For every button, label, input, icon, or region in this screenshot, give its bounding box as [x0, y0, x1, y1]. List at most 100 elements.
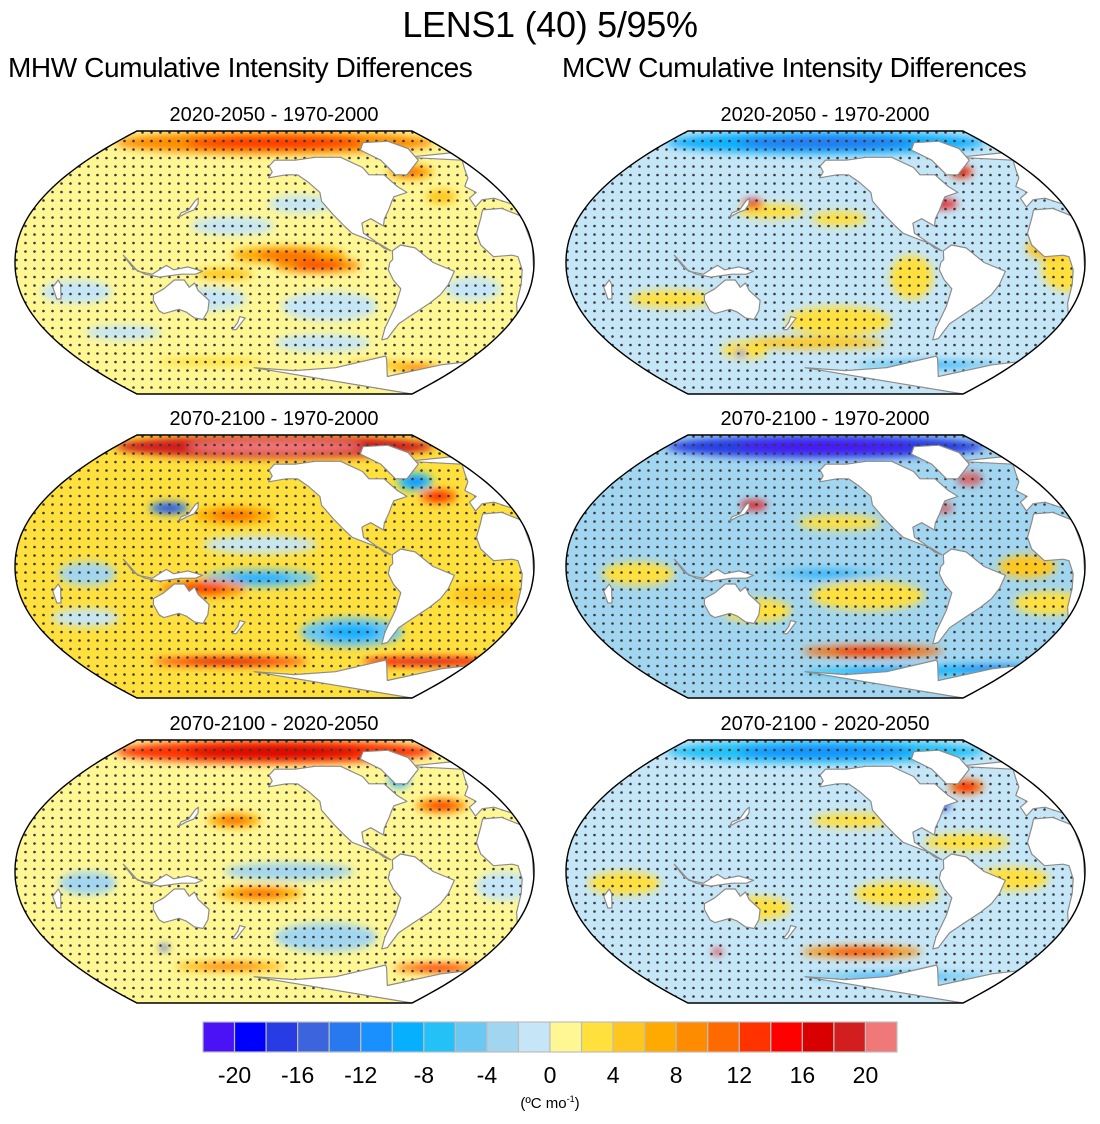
- land-indonesia: [673, 863, 755, 887]
- land-indonesia: [122, 863, 204, 887]
- land-samerica: [932, 244, 1006, 341]
- land-madagascar: [52, 583, 62, 604]
- land-greenland: [910, 140, 970, 176]
- land-japan: [729, 806, 750, 827]
- land-madagascar: [52, 279, 62, 300]
- map-panel-mcw-2020-2050-minus-1970-2000: [565, 130, 1086, 395]
- land-indonesia: [673, 558, 755, 582]
- units-base: (ºC mo: [520, 1095, 567, 1112]
- colorbar-box: [517, 1021, 551, 1053]
- land-samerica: [932, 548, 1006, 645]
- map-border: [565, 130, 1086, 395]
- panel-title-mhw-2020-2050: 2020-2050 - 1970-2000: [169, 104, 379, 126]
- land-madagascar: [603, 279, 613, 300]
- land-greenland: [359, 444, 419, 480]
- land-nz: [782, 925, 797, 940]
- colorbar-box: [549, 1021, 583, 1053]
- map-border: [565, 434, 1086, 699]
- land-namerica: [268, 765, 408, 861]
- colorbar-box: [202, 1021, 236, 1053]
- colorbar-tick-label: -4: [477, 1062, 498, 1088]
- land-australia: [152, 279, 210, 321]
- panel-title-mhw-2070-2100: 2070-2100 - 1970-2000: [169, 408, 379, 430]
- land-samerica: [381, 548, 455, 645]
- panel-title-mhw-2070-2100-vs-2020-2050: 2070-2100 - 2020-2050: [169, 713, 379, 735]
- land-madagascar: [52, 888, 62, 909]
- land-madagascar: [603, 583, 613, 604]
- land-greenland: [359, 140, 419, 176]
- land-greenland: [359, 749, 419, 785]
- land-nz: [782, 316, 797, 331]
- map-panel-mcw-2070-2100-minus-1970-2000: [565, 434, 1086, 699]
- colorbar-box: [738, 1021, 772, 1053]
- land-japan: [178, 197, 199, 218]
- panel-title-mcw-2070-2100-vs-2020-2050: 2070-2100 - 2020-2050: [720, 713, 930, 735]
- land-namerica: [268, 156, 408, 252]
- map-border: [565, 739, 1086, 1004]
- colorbar-tick-label: 12: [726, 1062, 752, 1088]
- colorbar-box: [833, 1021, 867, 1053]
- mcw-column-title: MCW Cumulative Intensity Differences: [562, 52, 1027, 83]
- map-border: [14, 130, 535, 395]
- colorbar-tick-label: -12: [344, 1062, 377, 1088]
- map-border: [14, 434, 535, 699]
- colorbar-box: [360, 1021, 393, 1053]
- colorbar-units: (ºC mo-1): [0, 1094, 1100, 1112]
- map-border: [14, 739, 535, 1004]
- colorbar-box: [644, 1021, 677, 1053]
- land-japan: [178, 501, 199, 522]
- colorbar-box: [233, 1021, 267, 1053]
- colorbar-box: [864, 1021, 898, 1053]
- land-madagascar: [603, 888, 613, 909]
- land-samerica: [932, 853, 1006, 950]
- land-japan: [729, 501, 750, 522]
- colorbar-tick-label: 0: [544, 1062, 557, 1088]
- colorbar-box: [297, 1021, 330, 1053]
- colorbar-box: [580, 1021, 614, 1053]
- colorbar-tick-label: -20: [218, 1062, 251, 1088]
- land-namerica: [819, 156, 959, 252]
- land-australia: [703, 583, 761, 625]
- land-samerica: [381, 244, 455, 341]
- colorbar-box: [612, 1021, 646, 1053]
- land-nz: [231, 316, 246, 331]
- colorbar-box: [675, 1021, 709, 1053]
- land-greenland: [910, 749, 970, 785]
- colorbar-box: [454, 1021, 488, 1053]
- land-australia: [703, 279, 761, 321]
- land-nz: [231, 925, 246, 940]
- map-panel-mhw-2070-2100-minus-2020-2050: [14, 739, 535, 1004]
- figure-title: LENS1 (40) 5/95%: [402, 4, 698, 45]
- land-namerica: [819, 460, 959, 556]
- colorbar-tick-label: 8: [670, 1062, 683, 1088]
- land-australia: [703, 888, 761, 930]
- land-australia: [152, 888, 210, 930]
- panel-title-mcw-2020-2050: 2020-2050 - 1970-2000: [720, 104, 930, 126]
- map-panel-mcw-2070-2100-minus-2020-2050: [565, 739, 1086, 1004]
- colorbar-box: [391, 1021, 425, 1053]
- map-panel-mhw-2020-2050-minus-1970-2000: [14, 130, 535, 395]
- mhw-column-title: MHW Cumulative Intensity Differences: [8, 52, 473, 83]
- colorbar-tick-label: 4: [607, 1062, 620, 1088]
- colorbar-tick-label: 16: [790, 1062, 816, 1088]
- land-japan: [178, 806, 199, 827]
- land-samerica: [381, 853, 455, 950]
- land-nz: [231, 620, 246, 635]
- land-namerica: [268, 460, 408, 556]
- panel-title-mcw-2070-2100: 2070-2100 - 1970-2000: [720, 408, 930, 430]
- colorbar-box: [801, 1021, 835, 1053]
- map-panel-mhw-2070-2100-minus-1970-2000: [14, 434, 535, 699]
- land-indonesia: [122, 254, 204, 278]
- colorbar-box: [328, 1021, 362, 1053]
- units-close: ): [574, 1095, 580, 1112]
- colorbar-box: [423, 1021, 456, 1053]
- land-japan: [729, 197, 750, 218]
- land-greenland: [910, 444, 970, 480]
- land-indonesia: [122, 558, 204, 582]
- colorbar-tick-label: 20: [853, 1062, 879, 1088]
- land-namerica: [819, 765, 959, 861]
- land-australia: [152, 583, 210, 625]
- units-superscript: -1: [566, 1094, 575, 1104]
- land-indonesia: [673, 254, 755, 278]
